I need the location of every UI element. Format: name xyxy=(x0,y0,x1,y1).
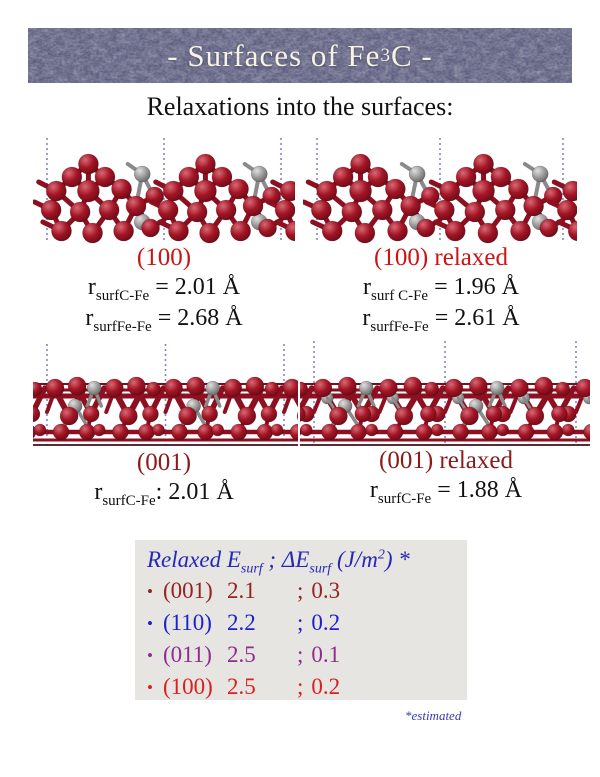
stone-texture xyxy=(28,28,572,83)
bullet-icon: • xyxy=(147,646,153,665)
measurement-100-c-fe: rsurfC-Fe = 2.01 Å xyxy=(87,274,241,304)
panel-001-relaxed-caption: (001) relaxed xyxy=(379,447,513,474)
section-heading: Relaxations into the surfaces: xyxy=(146,92,454,121)
measurement-001-c-fe: rsurfC-Fe: 2.01 Å xyxy=(94,479,234,509)
fe3c-structure-100-relaxed-figure xyxy=(303,134,577,246)
panel-001-caption: (001) xyxy=(136,449,192,476)
panel-100-labels: (100) rsurfC-Fe = 2.01 Å rsurfFe-Fe = 2.… xyxy=(30,244,298,334)
fe3c-structure-001-relaxed-figure xyxy=(300,341,590,449)
slide-title: - Surfaces of Fe 3 C - xyxy=(167,37,433,73)
energy-row-110: • (110) 2.2; 0.2 xyxy=(147,607,455,639)
estimated-footnote: *estimated xyxy=(405,708,462,723)
energy-row-011: • (011) 2.5; 0.1 xyxy=(147,639,455,671)
panel-100-relaxed-labels: (100) relaxed rsurf C-Fe = 1.96 Å rsurfF… xyxy=(302,244,580,334)
bullet-icon: • xyxy=(147,678,153,697)
panel-100-caption: (100) xyxy=(136,244,192,271)
slide-title-text: - Surfaces of Fe xyxy=(167,37,381,73)
energy-row-100: • (100) 2.5; 0.2 xyxy=(147,671,455,703)
panel-100-relaxed-caption: (100) relaxed xyxy=(374,244,508,271)
panel-001-labels: (001) rsurfC-Fe: 2.01 Å xyxy=(30,449,298,508)
energy-row-001: • (001) 2.1; 0.3 xyxy=(147,575,455,607)
measurement-001r-c-fe: rsurfC-Fe = 1.88 Å xyxy=(369,477,523,507)
measurement-100r-c-fe: rsurf C-Fe = 1.96 Å xyxy=(363,274,519,304)
title-banner: - Surfaces of Fe 3 C - xyxy=(28,28,572,83)
measurement-100-fe-fe: rsurfFe-Fe = 2.68 Å xyxy=(85,305,243,335)
bullet-icon: • xyxy=(147,614,153,633)
energy-table-header: Relaxed Esurf ; ΔEsurf (J/m2) * xyxy=(147,547,410,577)
slide-title-text-end: C - xyxy=(390,37,433,73)
surface-energy-table: Relaxed Esurf ; ΔEsurf (J/m2) * • (001) 2.… xyxy=(135,540,467,700)
measurement-100r-fe-fe: rsurfFe-Fe = 2.61 Å xyxy=(362,305,520,335)
bullet-icon: • xyxy=(147,582,153,601)
panel-001-relaxed-labels: (001) relaxed rsurfC-Fe = 1.88 Å xyxy=(302,447,590,506)
fe3c-structure-001-figure xyxy=(33,344,298,449)
fe3c-structure-100-figure xyxy=(33,134,295,246)
